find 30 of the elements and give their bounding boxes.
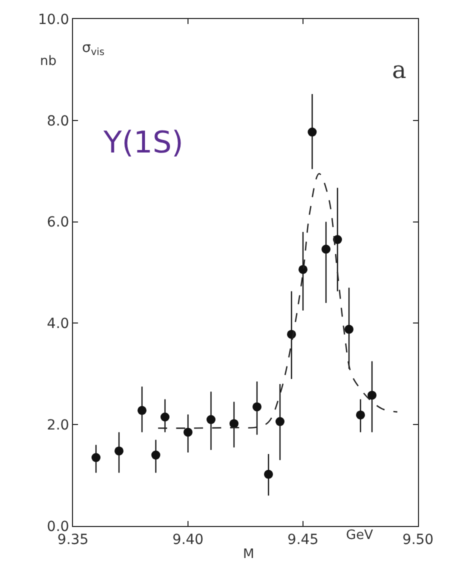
y-tick-label: 4.0	[46, 316, 70, 332]
y-tick-label: 6.0	[46, 214, 70, 231]
point	[264, 470, 273, 479]
point	[252, 402, 262, 412]
point	[160, 412, 170, 422]
point	[322, 244, 330, 254]
y-tick-label: 8.0	[46, 113, 70, 130]
annotation: a	[392, 56, 406, 84]
point	[368, 390, 376, 400]
point	[356, 410, 365, 420]
annotation: σ$_{vis}$	[82, 40, 104, 58]
point	[344, 324, 354, 334]
point	[184, 428, 192, 437]
point	[298, 264, 308, 274]
y-tick-label: 10.0	[38, 12, 70, 28]
x-tick-label: 9.40	[172, 532, 204, 548]
x-tick-label: 9.45	[287, 532, 319, 548]
point	[114, 446, 124, 456]
point	[92, 453, 100, 462]
point	[206, 415, 216, 424]
y-tick-label: 2.0	[46, 418, 70, 434]
x-axis-title: M	[243, 547, 254, 562]
point	[276, 417, 284, 426]
point	[138, 406, 146, 415]
y-axis-title: nb	[40, 54, 56, 69]
text: GeV	[346, 528, 374, 543]
point	[151, 450, 160, 460]
x-tick-label: 9.50	[402, 532, 434, 548]
text: Y(1S)	[102, 126, 184, 160]
point	[308, 128, 317, 137]
